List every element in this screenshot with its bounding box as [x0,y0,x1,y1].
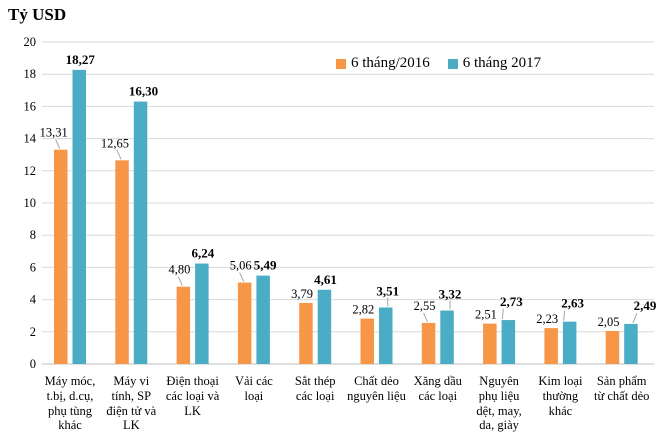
y-tick-label: 10 [24,196,37,210]
legend-swatch-2017-icon [447,58,458,69]
bar-2016-5 [360,318,374,364]
value-label-2016-8: 2,23 [536,312,558,326]
bar-2016-7 [483,323,497,364]
legend-item-2017: 6 tháng 2017 [447,55,542,72]
bar-2016-6 [421,322,436,364]
chart-title: Tỷ USD [8,5,67,24]
y-tick-label: 20 [24,35,37,49]
value-label-2017-0: 18,27 [66,52,96,67]
value-label-2017-9: 2,49 [634,298,657,313]
bar-2016-0 [54,149,68,364]
legend-label-2017: 6 tháng 2017 [462,55,542,71]
legend-label-2016: 6 tháng/2016 [351,55,430,71]
bar-2017-9 [624,323,638,364]
leader-line-2016-6 [423,312,429,323]
legend-item-2016: 6 tháng/2016 [336,55,430,72]
leader-line-2017-9 [632,312,638,324]
bar-2016-2 [176,286,191,364]
value-label-2016-6: 2,55 [414,299,436,313]
value-label-2016-4: 3,79 [291,287,313,301]
value-label-2017-4: 4,61 [314,272,337,287]
value-label-2016-9: 2,05 [598,315,620,329]
bar-2017-7 [501,320,516,364]
y-tick-label: 4 [30,293,37,307]
value-label-2016-1: 12,65 [101,136,129,150]
bar-2017-6 [440,310,454,364]
y-tick-label: 14 [24,132,37,146]
value-label-2016-2: 4,80 [168,263,190,277]
value-label-2017-3: 5,49 [254,258,277,273]
leader-line-2016-0 [55,139,61,149]
value-label-2016-0: 13,31 [40,126,68,140]
value-label-2017-6: 3,32 [439,287,462,302]
leader-line-2017-8 [563,310,566,321]
bar-2016-1 [115,160,129,364]
value-label-2016-7: 2,51 [475,308,497,322]
bar-2016-3 [237,282,252,364]
bar-2017-8 [562,321,577,364]
leader-line-2016-3 [239,272,245,282]
bar-2016-8 [544,328,558,364]
value-label-2017-2: 6,24 [191,246,214,261]
y-tick-label: 0 [30,357,36,371]
bar-2017-4 [317,289,332,364]
y-tick-label: 12 [24,164,37,178]
bar-2017-5 [379,307,393,364]
bar-2017-1 [133,101,148,364]
value-label-2017-8: 2,63 [561,296,584,311]
y-tick-label: 2 [30,325,36,339]
bar-2017-0 [72,69,86,364]
value-label-2017-1: 16,30 [129,84,158,99]
value-label-2016-5: 2,82 [352,303,374,317]
value-label-2017-7: 2,73 [500,294,523,309]
bar-2016-9 [605,330,620,364]
y-tick-label: 18 [24,67,37,81]
y-tick-label: 8 [30,228,36,242]
bar-2016-4 [299,302,313,364]
bar-2017-2 [195,263,209,364]
leader-line-2017-7 [501,308,504,320]
legend-swatch-2016-icon [336,58,346,69]
value-label-2017-5: 3,51 [376,283,399,298]
bar-2017-3 [256,275,270,364]
legend: 6 tháng/2016 6 tháng 2017 [336,55,541,72]
leader-line-2016-1 [116,150,122,160]
y-tick-label: 6 [30,260,36,274]
y-tick-label: 16 [24,99,37,113]
leader-line-2016-2 [177,276,183,286]
value-label-2016-3: 5,06 [230,259,252,273]
